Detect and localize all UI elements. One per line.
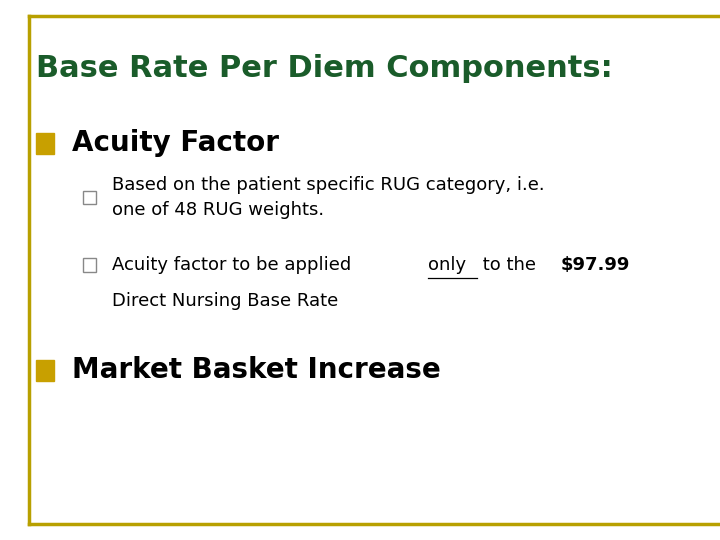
Text: to the: to the <box>477 255 541 274</box>
Bar <box>36 133 54 154</box>
Text: only: only <box>428 255 466 274</box>
Text: $97.99: $97.99 <box>560 255 630 274</box>
Text: Direct Nursing Base Rate: Direct Nursing Base Rate <box>112 292 338 310</box>
Text: Based on the patient specific RUG category, i.e.
one of 48 RUG weights.: Based on the patient specific RUG catego… <box>112 176 544 219</box>
Bar <box>36 360 54 381</box>
Bar <box>83 258 96 272</box>
Text: Acuity factor to be applied: Acuity factor to be applied <box>112 255 356 274</box>
Text: Base Rate Per Diem Components:: Base Rate Per Diem Components: <box>36 54 613 83</box>
Bar <box>83 191 96 204</box>
Text: Acuity Factor: Acuity Factor <box>72 129 279 157</box>
Text: Market Basket Increase: Market Basket Increase <box>72 356 441 384</box>
